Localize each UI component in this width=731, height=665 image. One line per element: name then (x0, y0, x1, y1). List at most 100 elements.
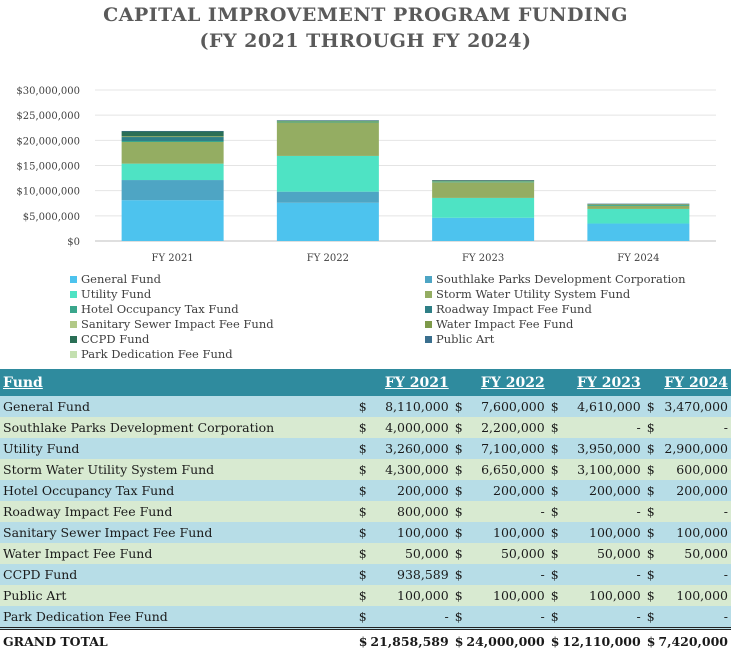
legend-swatch (70, 276, 77, 283)
legend-label: CCPD Fund (81, 332, 150, 346)
bar-segment (121, 130, 224, 132)
header-fund: Fund (0, 369, 356, 396)
legend-item: Public Art (425, 332, 494, 347)
bar-segment (121, 163, 224, 181)
currency-symbol-cell: $ (355, 585, 368, 606)
fund-name-cell: Hotel Occupancy Tax Fund (0, 480, 356, 501)
table-row: Storm Water Utility System Fund $4,300,00… (0, 459, 731, 480)
amount-cell: - (559, 564, 644, 585)
amount-cell: 8,110,000 (367, 396, 452, 417)
currency-symbol-cell: $ (451, 459, 464, 480)
x-tick-label: FY 2021 (152, 253, 194, 264)
bar-segment (276, 191, 379, 203)
bar-segment (276, 155, 379, 192)
amount-cell: 4,000,000 (367, 417, 452, 438)
amount-cell: 100,000 (655, 585, 731, 606)
currency-symbol-cell: $ (355, 543, 368, 564)
currency-symbol-cell: $ (547, 585, 560, 606)
table-row: Southlake Parks Development Corporation $… (0, 417, 731, 438)
legend-swatch (425, 291, 432, 298)
currency-symbol-cell: $ (451, 480, 464, 501)
table-row: Park Dedication Fee Fund $ - $ - $ - $ - (0, 606, 731, 629)
amount-cell: 50,000 (559, 543, 644, 564)
legend-swatch (425, 336, 432, 343)
legend-label: Park Dedication Fee Fund (81, 347, 233, 361)
currency-symbol-cell: $ (643, 543, 656, 564)
legend-swatch (70, 351, 77, 358)
currency-symbol-cell: $ (643, 396, 656, 417)
currency-symbol-cell: $ (547, 543, 560, 564)
amount-cell: 100,000 (367, 585, 452, 606)
currency-symbol-cell: $ (355, 627, 368, 652)
currency-symbol-cell: $ (451, 417, 464, 438)
amount-cell: 2,900,000 (655, 438, 731, 459)
bar-segment (432, 181, 535, 183)
fund-name-cell: Roadway Impact Fee Fund (0, 501, 356, 522)
currency-symbol-cell: $ (547, 396, 560, 417)
legend-swatch (70, 291, 77, 298)
currency-symbol-cell: $ (643, 522, 656, 543)
currency-symbol-cell: $ (355, 564, 368, 585)
bar-segment (121, 200, 224, 241)
amount-cell: 200,000 (655, 480, 731, 501)
amount-cell: 24,000,000 (463, 627, 548, 652)
currency-symbol-cell: $ (547, 627, 560, 652)
legend-swatch (70, 336, 77, 343)
currency-symbol-cell: $ (355, 480, 368, 501)
y-tick-label: $15,000,000 (16, 162, 80, 173)
amount-cell: 100,000 (559, 585, 644, 606)
amount-cell: 6,650,000 (463, 459, 548, 480)
amount-cell: 50,000 (367, 543, 452, 564)
legend-swatch (70, 306, 77, 313)
amount-cell: 50,000 (655, 543, 731, 564)
fund-name-cell: Southlake Parks Development Corporation (0, 417, 356, 438)
amount-cell: - (655, 501, 731, 522)
table-row: Hotel Occupancy Tax Fund $200,000 $200,000… (0, 480, 731, 501)
legend-item: Sanitary Sewer Impact Fee Fund (70, 317, 274, 332)
amount-cell: - (463, 606, 548, 629)
fund-name-cell: CCPD Fund (0, 564, 356, 585)
fund-name-cell: Storm Water Utility System Fund (0, 459, 356, 480)
amount-cell: - (559, 606, 644, 629)
amount-cell: 200,000 (463, 480, 548, 501)
legend-swatch (70, 321, 77, 328)
table-row: Sanitary Sewer Impact Fee Fund $100,000 $1… (0, 522, 731, 543)
currency-symbol-cell: $ (643, 606, 656, 629)
bar-segment (432, 197, 535, 218)
table-row: Utility Fund $3,260,000 $7,100,000 $3,950,0… (0, 438, 731, 459)
legend-item: Southlake Parks Development Corporation (425, 272, 685, 287)
x-tick-label: FY 2023 (462, 253, 504, 264)
x-tick-label: FY 2022 (307, 253, 349, 264)
currency-symbol-cell: $ (355, 417, 368, 438)
table-row: General Fund $8,110,000 $7,600,000 $4,610,0… (0, 396, 731, 417)
currency-symbol-cell: $ (643, 480, 656, 501)
amount-cell: - (559, 417, 644, 438)
currency-symbol-cell: $ (451, 606, 464, 629)
fund-name-cell: Utility Fund (0, 438, 356, 459)
amount-cell: 3,260,000 (367, 438, 452, 459)
amount-cell: 100,000 (559, 522, 644, 543)
legend-item: CCPD Fund (70, 332, 149, 347)
currency-symbol-cell: $ (547, 501, 560, 522)
table-row: Roadway Impact Fee Fund $800,000 $ - $ - $ - (0, 501, 731, 522)
currency-symbol-cell: $ (355, 522, 368, 543)
amount-cell: 938,589 (367, 564, 452, 585)
amount-cell: - (367, 606, 452, 629)
table-row: CCPD Fund $938,589 $ - $ - $ - (0, 564, 731, 585)
currency-symbol-cell: $ (451, 501, 464, 522)
bar-segment (432, 217, 535, 241)
amount-cell: 7,600,000 (463, 396, 548, 417)
y-tick-label: $25,000,000 (16, 111, 80, 122)
table-row: Public Art $100,000 $100,000 $100,000 $100,0… (0, 585, 731, 606)
bar-segment (121, 141, 224, 164)
amount-cell: 50,000 (463, 543, 548, 564)
legend-label: Roadway Impact Fee Fund (436, 302, 592, 316)
header-year: FY 2021 (355, 369, 452, 396)
table-row: Water Impact Fee Fund $50,000 $50,000 $50,0… (0, 543, 731, 564)
currency-symbol-cell: $ (643, 438, 656, 459)
currency-symbol-cell: $ (451, 564, 464, 585)
amount-cell: 7,100,000 (463, 438, 548, 459)
legend-item: Roadway Impact Fee Fund (425, 302, 592, 317)
bar-segment (432, 180, 535, 182)
stacked-bar-chart: $0 $5,000,000 $10,000,000 $15,000,000 $20,00… (16, 86, 716, 264)
